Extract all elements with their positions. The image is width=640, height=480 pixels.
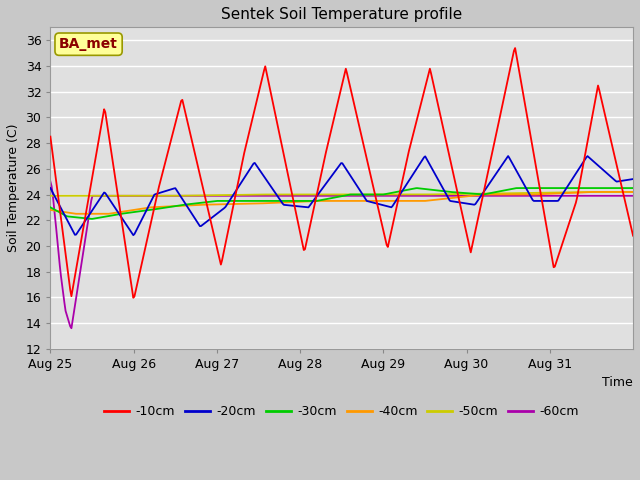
Title: Sentek Soil Temperature profile: Sentek Soil Temperature profile — [221, 7, 462, 22]
X-axis label: Time: Time — [602, 376, 633, 389]
Legend: -10cm, -20cm, -30cm, -40cm, -50cm, -60cm: -10cm, -20cm, -30cm, -40cm, -50cm, -60cm — [99, 400, 584, 423]
Text: BA_met: BA_met — [59, 37, 118, 51]
Y-axis label: Soil Temperature (C): Soil Temperature (C) — [7, 124, 20, 252]
